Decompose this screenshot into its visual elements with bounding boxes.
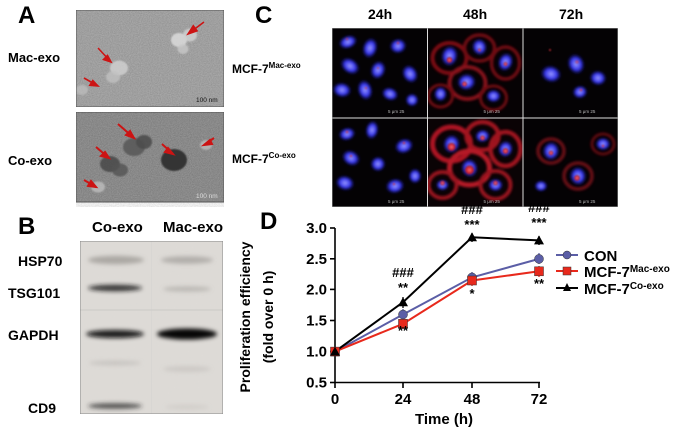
svg-text:###: ### xyxy=(392,265,414,280)
svg-text:72: 72 xyxy=(531,391,548,408)
svg-text:###: ### xyxy=(528,200,550,215)
svg-text:**: ** xyxy=(398,280,409,295)
svg-text:(fold over 0 h): (fold over 0 h) xyxy=(260,271,276,364)
svg-text:0.5: 0.5 xyxy=(306,375,327,392)
svg-text:***: *** xyxy=(531,215,547,230)
svg-text:1.0: 1.0 xyxy=(306,344,327,361)
svg-text:*: * xyxy=(469,286,475,301)
svg-text:MCF-7Mac-exo: MCF-7Mac-exo xyxy=(584,264,670,281)
svg-text:48: 48 xyxy=(464,391,481,408)
svg-text:Time (h): Time (h) xyxy=(415,411,473,428)
svg-text:0: 0 xyxy=(331,391,339,408)
svg-text:100 nm: 100 nm xyxy=(196,193,218,200)
svg-text:***: *** xyxy=(464,217,480,232)
svg-text:2.0: 2.0 xyxy=(306,281,327,298)
svg-text:Proliferation efficiency: Proliferation efficiency xyxy=(237,241,253,392)
svg-text:2.5: 2.5 xyxy=(306,251,327,268)
svg-text:CON: CON xyxy=(584,248,617,265)
svg-text:24: 24 xyxy=(395,391,412,408)
svg-text:###: ### xyxy=(461,202,483,217)
svg-text:3.0: 3.0 xyxy=(306,220,327,237)
svg-text:1.5: 1.5 xyxy=(306,313,327,330)
svg-text:**: ** xyxy=(398,323,409,338)
svg-text:100 nm: 100 nm xyxy=(196,97,218,104)
svg-text:**: ** xyxy=(534,276,545,291)
svg-text:MCF-7Co-exo: MCF-7Co-exo xyxy=(584,281,664,298)
